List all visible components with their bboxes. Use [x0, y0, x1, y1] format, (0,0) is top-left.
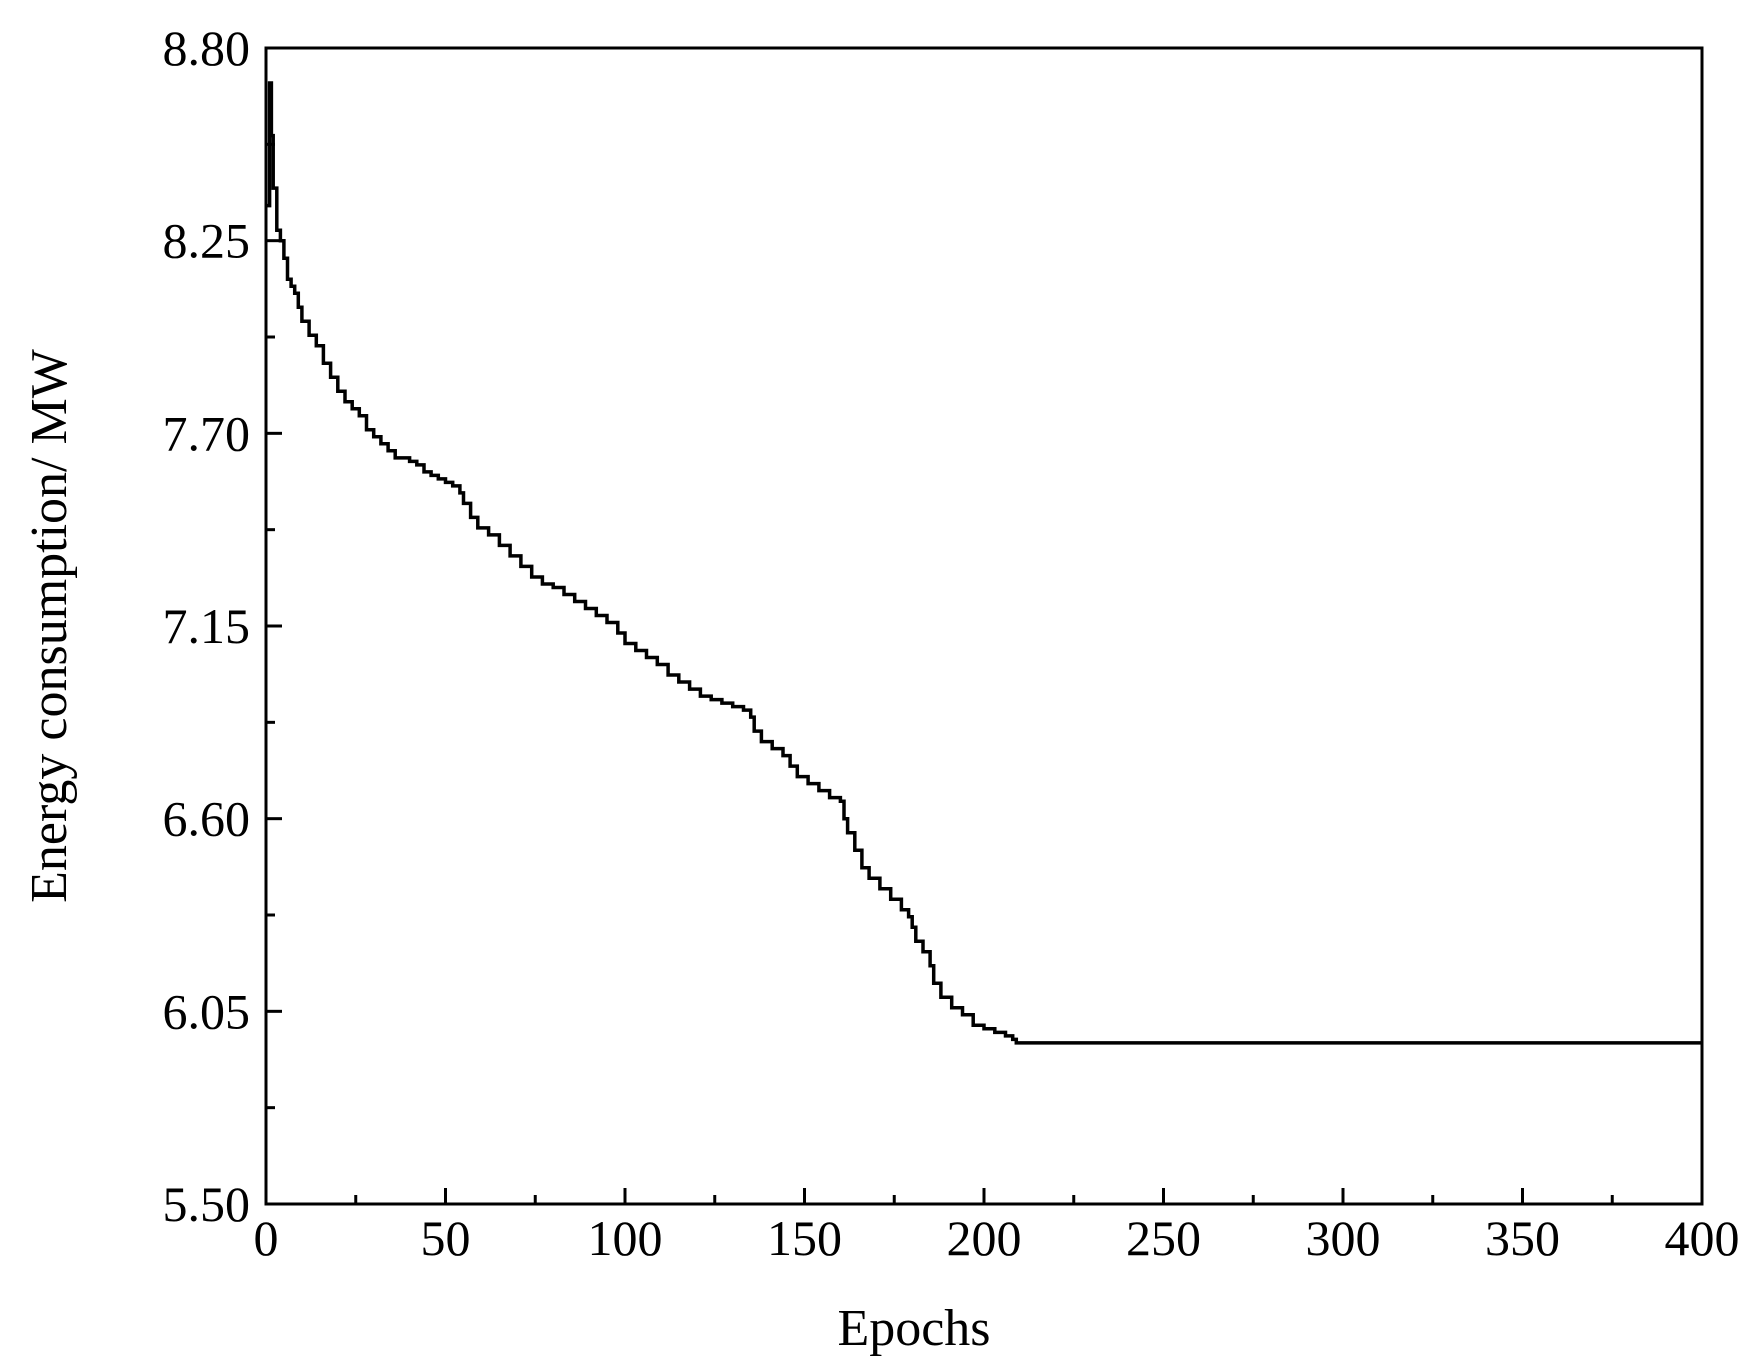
- x-tick-label: 350: [1485, 1210, 1560, 1266]
- y-tick-label: 5.50: [163, 1176, 251, 1232]
- y-axis: 5.50 6.05 6.60 7.15 7.70 8.25 8.80: [163, 20, 282, 1232]
- y-tick-label: 8.25: [163, 213, 251, 269]
- y-tick-label: 7.15: [163, 598, 251, 654]
- x-tick-label: 100: [588, 1210, 663, 1266]
- x-axis: 0 50 100 150 200 250 300 350 400: [254, 1188, 1740, 1266]
- series-line: [266, 81, 1702, 1045]
- x-tick-label: 250: [1126, 1210, 1201, 1266]
- x-tick-label: 150: [767, 1210, 842, 1266]
- y-tick-label: 8.80: [163, 20, 251, 76]
- x-tick-label: 0: [254, 1210, 279, 1266]
- y-tick-label: 7.70: [163, 405, 251, 461]
- x-tick-label: 300: [1306, 1210, 1381, 1266]
- plot-frame: [264, 46, 1704, 1206]
- x-tick-label: 50: [421, 1210, 471, 1266]
- y-tick-label: 6.05: [163, 983, 251, 1039]
- x-tick-label: 200: [947, 1210, 1022, 1266]
- y-axis-label: Energy consumption/ MW: [21, 349, 78, 903]
- y-tick-label: 6.60: [163, 791, 251, 847]
- x-axis-label: Epochs: [837, 1300, 990, 1357]
- x-tick-label: 400: [1665, 1210, 1740, 1266]
